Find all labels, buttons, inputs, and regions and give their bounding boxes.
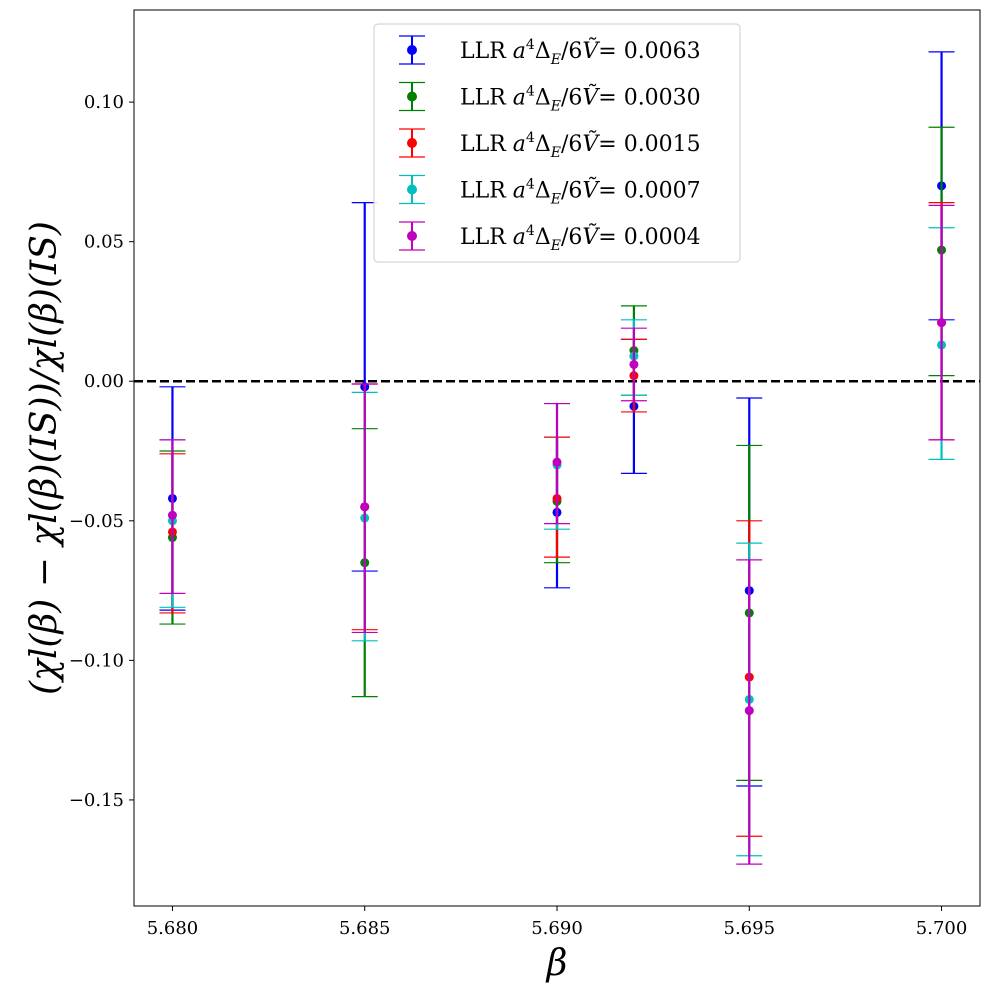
legend-marker-point (407, 231, 417, 241)
data-point (937, 318, 947, 328)
x-tick-label: 5.685 (339, 918, 391, 939)
x-tick-label: 5.690 (531, 918, 583, 939)
data-point (552, 457, 562, 467)
legend-marker-point (407, 184, 417, 195)
x-axis-label: β (545, 943, 568, 984)
legend-label: LLR a4ΔE/6Ṽ= 0.0063 (460, 36, 701, 68)
legend-box (373, 23, 741, 263)
legend: LLR a4ΔE/6Ṽ= 0.0063 LLR a4ΔE/6Ṽ= 0.0030 LL… (373, 23, 741, 263)
y-tick-label: 0.10 (84, 92, 124, 113)
y-tick-label: 0.05 (84, 232, 124, 253)
x-tick-label: 5.695 (724, 918, 776, 939)
y-axis-label: (χl(β) − χl(β)(IS))/χl(β)(IS) (24, 221, 65, 695)
x-tick-label: 5.680 (147, 918, 199, 939)
legend-entry: LLR a4ΔE/6Ṽ= 0.0015 (399, 128, 701, 161)
legend-label: LLR a4ΔE/6Ṽ= 0.0007 (460, 176, 701, 208)
legend-entry: LLR a4ΔE/6Ṽ= 0.0063 (399, 35, 701, 68)
data-point (744, 706, 754, 716)
legend-entry: LLR a4ΔE/6Ṽ= 0.0007 (399, 174, 701, 208)
legend-marker-point (407, 138, 417, 148)
legend-entry: LLR a4ΔE/6Ṽ= 0.0004 (399, 221, 701, 254)
legend-entry: LLR a4ΔE/6Ṽ= 0.0030 (399, 81, 701, 115)
data-point (167, 510, 177, 520)
series-5 (159, 204, 955, 865)
y-tick-label: 0.00 (84, 371, 124, 392)
y-tick-label: −0.05 (69, 511, 124, 532)
data-point (629, 359, 639, 369)
y-tick-label: −0.15 (69, 790, 124, 811)
data-point (360, 502, 370, 512)
legend-marker-point (407, 91, 417, 102)
y-tick-label: −0.10 (69, 650, 124, 671)
legend-label: LLR a4ΔE/6Ṽ= 0.0030 (460, 83, 701, 115)
x-tick-label: 5.700 (916, 918, 968, 939)
legend-label: LLR a4ΔE/6Ṽ= 0.0004 (460, 222, 701, 254)
legend-label: LLR a4ΔE/6Ṽ= 0.0015 (460, 129, 701, 161)
legend-marker-point (407, 45, 417, 55)
